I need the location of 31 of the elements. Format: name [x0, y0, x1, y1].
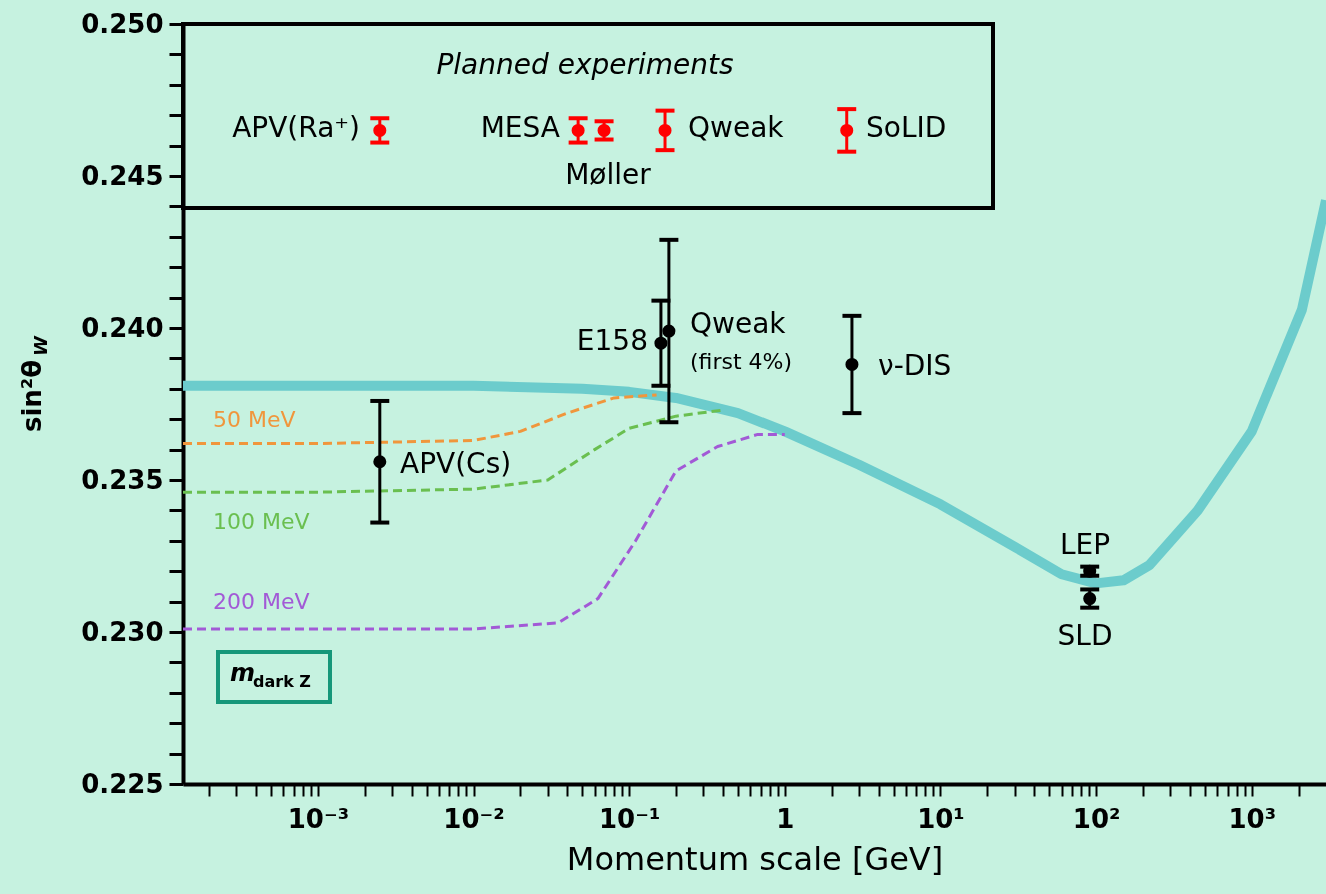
annotation: Qweak — [688, 111, 785, 144]
y-tick-label: 0.225 — [81, 768, 164, 799]
annotation: E158 — [576, 324, 648, 357]
y-tick-label: 0.235 — [81, 464, 164, 495]
annotation: Planned experiments — [436, 48, 734, 81]
annotation: MESA — [480, 111, 560, 144]
y-tick-label: 0.245 — [81, 160, 164, 191]
annotation: APV(Ra⁺) — [232, 111, 360, 144]
x-tick-label: 10³ — [1228, 803, 1277, 834]
annotation: (first 4%) — [690, 349, 793, 374]
annotation: LEP — [1059, 528, 1111, 561]
annotation: APV(Cs) — [400, 447, 512, 480]
series-label: 100 MeV — [213, 509, 310, 535]
series-label: 50 MeV — [213, 406, 296, 432]
annotation: Møller — [565, 158, 652, 191]
x-tick-label: 10² — [1072, 803, 1121, 834]
annotation: SoLID — [866, 111, 947, 144]
x-tick-label: 1 — [776, 803, 795, 834]
annotation: ν-DIS — [878, 349, 952, 382]
series-label: 200 MeV — [213, 588, 310, 614]
y-axis-title: sin²θW — [17, 334, 51, 433]
x-tick-label: 10¹ — [917, 803, 965, 834]
x-tick-label: 10⁻¹ — [599, 803, 661, 834]
annotation: SLD — [1057, 619, 1113, 652]
annotation: Qweak — [690, 307, 787, 340]
x-tick-label: 10⁻² — [443, 803, 505, 834]
y-tick-label: 0.250 — [81, 8, 164, 39]
y-tick-label: 0.240 — [81, 312, 164, 343]
x-axis-title: Momentum scale [GeV] — [566, 839, 944, 878]
x-tick-label: 10⁻³ — [287, 803, 350, 834]
y-tick-label: 0.230 — [81, 616, 164, 647]
